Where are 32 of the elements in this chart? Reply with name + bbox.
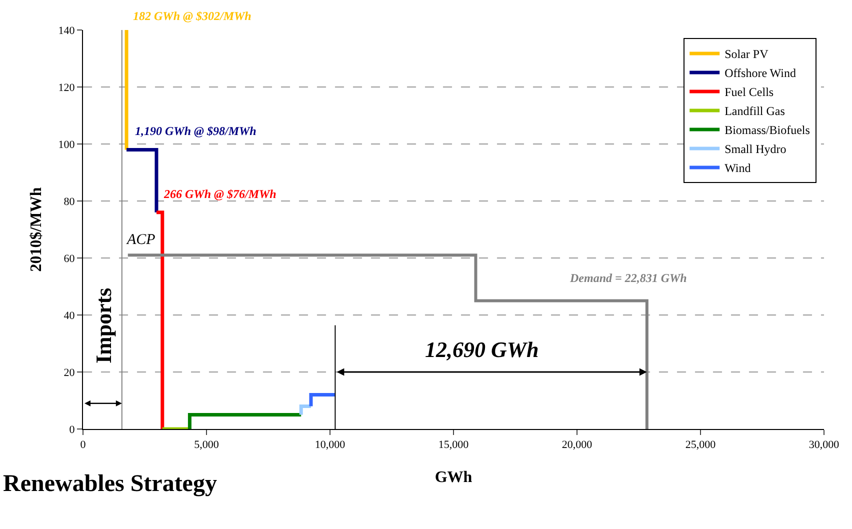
legend-label: Wind [724,161,751,176]
legend-label: Offshore Wind [724,66,796,80]
x-axis-title: GWh [434,468,472,486]
legend-label: Small Hydro [724,142,786,156]
legend-label: Landfill Gas [724,104,786,118]
legend-label: Solar PV [724,47,769,62]
y-tick-label: 80 [64,196,76,208]
x-tick-label: 10,000 [314,439,346,452]
annotation: 12,690 GWh [425,337,539,362]
y-tick-label: 120 [58,82,76,94]
legend-label: Biomass/Biofuels [724,123,810,138]
y-axis-title: 2010$/MWh [28,187,46,272]
text: Renewables Strategy [3,471,217,497]
text: 182 GWh @ $302/MWh [133,9,252,23]
x-tick-label: 5,000 [194,439,220,452]
x-tick-label: 20,000 [562,439,593,452]
y-tick-label: 60 [64,252,76,265]
y-tick-label: 20 [64,366,76,379]
y-tick-label: 0 [69,424,76,436]
ref-line-label: Imports [91,287,116,364]
y-tick-label: 100 [58,138,76,151]
y-tick-label: 40 [64,310,76,322]
x-tick-label: 25,000 [685,439,716,452]
annotation: ACP [126,232,156,248]
annotation: 1,190 GWh @ $98/MWh [135,124,257,138]
y-tick-label: 140 [58,24,76,37]
annotation: Demand = 22,831 GWh [569,271,688,285]
annotation: 266 GWh @ $76/MWh [163,187,277,201]
x-tick-label: 30,000 [808,439,840,452]
x-tick-label: 15,000 [438,439,470,452]
legend-label: Fuel Cells [724,85,774,100]
x-tick-label: 0 [80,439,86,452]
